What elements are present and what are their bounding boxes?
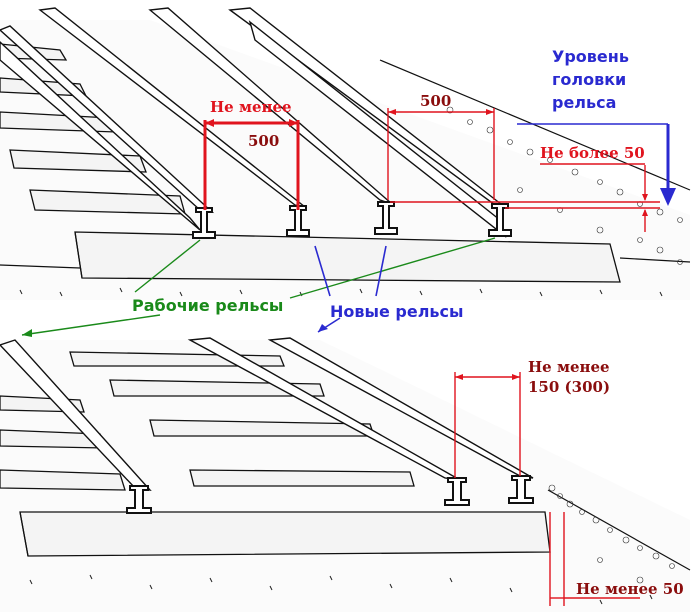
- bottom-track-illustration: [0, 337, 691, 612]
- spacing-dim-value: 500: [420, 92, 451, 110]
- rail-head-level-line1: Уровень: [552, 47, 629, 66]
- bottom-dim-label: Не менее 50: [576, 580, 684, 598]
- gauge-dim-value: 500: [248, 132, 279, 150]
- new-rails-label: Новые рельсы: [330, 302, 464, 321]
- top-track-illustration: [0, 7, 691, 300]
- gauge-dimension: Не менее 500: [203, 98, 300, 210]
- height-dimension: Не более 50: [390, 144, 660, 232]
- rail-head-level-line3: рельса: [552, 93, 616, 112]
- rail-head-level-callout: Уровень головки рельса: [517, 47, 676, 206]
- offset-dim-line1: Не менее: [528, 358, 610, 376]
- spacing-dimension: 500: [387, 92, 495, 200]
- height-dim-label: Не более 50: [540, 144, 645, 162]
- working-rails-label: Рабочие рельсы: [132, 296, 283, 315]
- legend-pointers: [21, 237, 496, 337]
- gauge-dim-label: Не менее: [210, 98, 292, 116]
- rail-head-level-line2: головки: [552, 70, 626, 89]
- offset-dim-line2: 150 (300): [528, 378, 610, 396]
- bottom-dimension: Не менее 50: [549, 512, 684, 606]
- offset-dimension: Не менее 150 (300): [454, 358, 610, 478]
